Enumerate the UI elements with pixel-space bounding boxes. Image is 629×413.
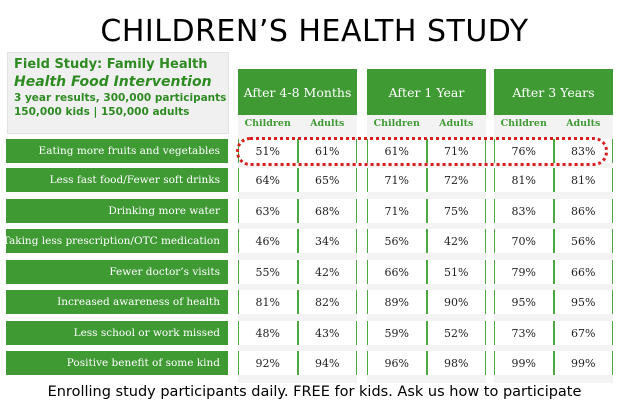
value-cell: 79% (494, 260, 554, 284)
children-subheader: Children (500, 118, 547, 129)
value-cell: 64% (238, 168, 298, 192)
value-cell: 98% (426, 351, 486, 375)
value-cell: 61% (367, 139, 427, 163)
participant-split: 150,000 kids | 150,000 adults (14, 106, 190, 118)
row-label: Less fast food/Fewer soft drinks (6, 168, 228, 192)
value-cell: 92% (238, 351, 298, 375)
adults-subheader: Adults (439, 118, 474, 129)
value-cell: 76% (494, 139, 554, 163)
value-cell: 82% (297, 290, 357, 314)
value-cell: 81% (494, 168, 554, 192)
period-header: After 1 Year (367, 69, 486, 115)
value-cell: 56% (367, 229, 427, 253)
intervention-name: Health Food Intervention (14, 74, 212, 90)
value-cell: 61% (297, 139, 357, 163)
row-label: Positive benefit of some kind (6, 351, 228, 375)
value-cell: 66% (553, 260, 613, 284)
value-cell: 68% (297, 199, 357, 223)
value-cell: 67% (553, 321, 613, 345)
value-cell: 73% (494, 321, 554, 345)
period-header: After 3 Years (494, 69, 613, 115)
value-cell: 51% (426, 260, 486, 284)
value-cell: 48% (238, 321, 298, 345)
value-cell: 42% (297, 260, 357, 284)
adults-subheader: Adults (310, 118, 345, 129)
value-cell: 86% (553, 199, 613, 223)
value-cell: 65% (297, 168, 357, 192)
value-cell: 75% (426, 199, 486, 223)
row-label: Increased awareness of health (6, 290, 228, 314)
value-cell: 95% (553, 290, 613, 314)
period-header: After 4-8 Months (238, 69, 357, 115)
value-cell: 81% (553, 168, 613, 192)
highlight-oval (236, 137, 608, 166)
value-cell: 99% (494, 351, 554, 375)
value-cell: 66% (367, 260, 427, 284)
row-label: Eating more fruits and vegetables (6, 139, 228, 163)
value-cell: 72% (426, 168, 486, 192)
row-label: Taking less prescription/OTC medication (3, 229, 228, 253)
study-name: Field Study: Family Health (14, 57, 208, 72)
footer-text: Enrolling study participants daily. FREE… (47, 384, 582, 400)
value-cell: 71% (426, 139, 486, 163)
value-cell: 71% (367, 199, 427, 223)
value-cell: 94% (297, 351, 357, 375)
value-cell: 99% (553, 351, 613, 375)
value-cell: 55% (238, 260, 298, 284)
row-label: Drinking more water (6, 199, 228, 223)
adults-subheader: Adults (566, 118, 601, 129)
value-cell: 95% (494, 290, 554, 314)
children-subheader: Children (373, 118, 420, 129)
value-cell: 63% (238, 199, 298, 223)
value-cell: 43% (297, 321, 357, 345)
value-cell: 71% (367, 168, 427, 192)
row-label: Less school or work missed (6, 321, 228, 345)
value-cell: 52% (426, 321, 486, 345)
value-cell: 56% (553, 229, 613, 253)
value-cell: 42% (426, 229, 486, 253)
value-cell: 46% (238, 229, 298, 253)
value-cell: 83% (494, 199, 554, 223)
value-cell: 59% (367, 321, 427, 345)
page-title: CHILDREN’S HEALTH STUDY (100, 14, 529, 49)
value-cell: 89% (367, 290, 427, 314)
study-info-box: Field Study: Family Health Health Food I… (7, 52, 229, 134)
value-cell: 96% (367, 351, 427, 375)
value-cell: 34% (297, 229, 357, 253)
value-cell: 90% (426, 290, 486, 314)
value-cell: 81% (238, 290, 298, 314)
study-summary: 3 year results, 300,000 participants (14, 92, 227, 104)
value-cell: 70% (494, 229, 554, 253)
children-subheader: Children (244, 118, 291, 129)
row-label: Fewer doctor’s visits (6, 260, 228, 284)
